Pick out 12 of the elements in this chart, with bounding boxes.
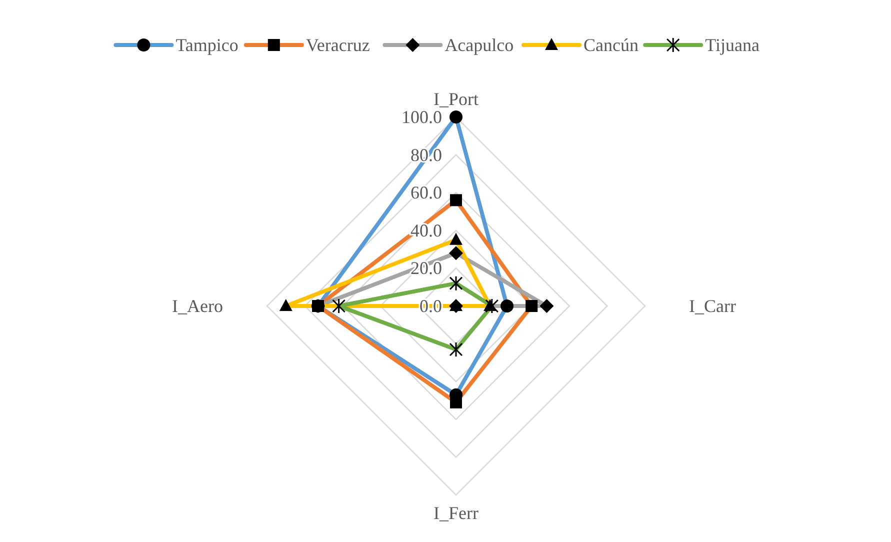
- y-tick-label: 60.0: [410, 182, 442, 203]
- legend-label: Cancún: [584, 35, 638, 55]
- legend-label: Tijuana: [705, 35, 760, 55]
- spoke-label: I_Aero: [172, 296, 223, 316]
- spoke-label: I_Ferr: [434, 503, 478, 523]
- spoke-label: I_Carr: [689, 296, 736, 316]
- legend-label: Tampico: [176, 35, 238, 55]
- spoke-label: I_Port: [434, 89, 478, 109]
- legend-label: Acapulco: [444, 35, 514, 55]
- y-tick-label: 20.0: [410, 258, 442, 278]
- y-tick-label: 100.0: [402, 107, 442, 127]
- legend-label: Veracruz: [306, 35, 370, 55]
